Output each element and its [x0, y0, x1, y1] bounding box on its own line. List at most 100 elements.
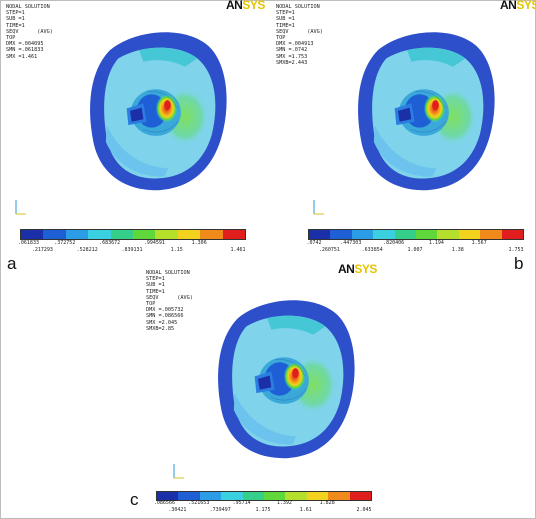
tick-label: .30421 — [168, 507, 187, 513]
colorbar — [20, 229, 246, 240]
fea-model — [357, 31, 495, 191]
info-line: STEP=1 — [146, 276, 165, 283]
ansys-logo: ANSYS — [226, 0, 265, 12]
info-line: SMX =1.461 — [6, 53, 38, 60]
colorbar-swatch — [437, 230, 459, 239]
info-line: TIME=1 — [276, 22, 295, 29]
tick-label: .372752 — [54, 240, 76, 246]
tick-label: .521653 — [188, 500, 210, 506]
info-line: TIME=1 — [6, 22, 25, 29]
info-line: NODAL SOLUTION — [6, 4, 50, 10]
colorbar — [156, 491, 372, 501]
info-line: SMX =1.753 — [276, 53, 308, 60]
colorbar-swatch — [21, 230, 44, 239]
colorbar-swatch — [309, 230, 331, 239]
colorbar-swatch — [351, 230, 374, 239]
info-line: SUB =1 — [276, 16, 295, 23]
colorbar-swatch — [373, 230, 395, 239]
info-line: SEQV (AVG) — [6, 28, 53, 35]
colorbar-swatch — [330, 230, 352, 239]
tick-label: 1.194 — [428, 240, 444, 246]
tick-label: .061833 — [17, 240, 39, 246]
info-line: SEQV (AVG) — [146, 294, 193, 301]
colorbar-swatch — [328, 492, 350, 500]
colorbar-swatch — [177, 230, 201, 239]
tick-label: .95714 — [232, 500, 251, 506]
panel-label: b — [514, 254, 524, 273]
tick-label: .994591 — [143, 240, 165, 246]
info-line: DMX =.004095 — [6, 41, 44, 48]
info-line: SMXB=2.85 — [146, 325, 175, 332]
colorbar-swatch — [264, 492, 286, 500]
colorbar-swatch — [349, 492, 372, 500]
fea-model — [217, 299, 355, 459]
tick-label: .839131 — [121, 247, 143, 253]
colorbar-swatch — [394, 230, 417, 239]
colorbar-swatch — [416, 230, 438, 239]
tick-label: .086566 — [153, 500, 175, 506]
tick-label: .0742 — [306, 240, 322, 246]
tick-label: 1.38 — [451, 247, 464, 253]
axis-triad — [168, 454, 208, 484]
colorbar-swatch — [285, 492, 307, 500]
colorbar-swatch — [88, 230, 111, 239]
tick-label: .683672 — [99, 240, 121, 246]
colorbar-ticks: .0742 .447303 .820406 1.194 1.567 .260751 .633… — [306, 240, 524, 256]
axis-triad — [10, 190, 50, 220]
tick-label: 2.045 — [356, 507, 372, 513]
tick-label: 1.61 — [299, 507, 312, 513]
ansys-logo: ANSYS — [338, 262, 377, 276]
colorbar-swatch — [110, 230, 134, 239]
axis-triad — [308, 190, 348, 220]
colorbar-swatch — [242, 492, 265, 500]
tick-label: 1.567 — [471, 240, 487, 246]
colorbar-swatch — [157, 492, 179, 500]
tick-label: 1.15 — [170, 247, 183, 253]
tick-label: .820406 — [383, 240, 405, 246]
colorbar-swatch — [43, 230, 66, 239]
colorbar-swatch — [480, 230, 502, 239]
solution-info: NODAL SOLUTION STEP=1 SUB =1 TIME=1 SEQV (AV… — [146, 270, 193, 332]
colorbar-swatch — [222, 230, 246, 239]
panel-b: NODAL SOLUTION STEP=1 SUB =1 TIME=1 SEQV (AV… — [268, 0, 536, 275]
solution-info: NODAL SOLUTION STEP=1 SUB =1 TIME=1 SEQV (AV… — [6, 4, 53, 60]
info-line: TOP — [146, 300, 156, 307]
tick-label: .447303 — [340, 240, 362, 246]
panel-label: c — [130, 490, 139, 509]
tick-label: 1.007 — [407, 247, 423, 253]
colorbar-swatch — [65, 230, 89, 239]
info-line: DMX =.005732 — [146, 307, 184, 314]
tick-label: 1.306 — [191, 240, 207, 246]
info-line: TOP — [6, 34, 16, 41]
info-line: SMX =2.045 — [146, 319, 178, 326]
info-line: STEP=1 — [276, 10, 295, 17]
info-line: TIME=1 — [146, 288, 165, 295]
ansys-logo: ANSYS — [500, 0, 536, 12]
info-line: NODAL SOLUTION — [146, 270, 190, 276]
tick-label: 1.461 — [230, 247, 246, 253]
info-line: SUB =1 — [6, 16, 25, 23]
colorbar-ticks: .086566 .521653 .95714 1.392 1.828 .30421 .739… — [153, 500, 372, 516]
colorbar-swatch — [200, 230, 223, 239]
colorbar-swatch — [155, 230, 178, 239]
colorbar-swatch — [199, 492, 222, 500]
tick-label: .528212 — [76, 247, 98, 253]
colorbar-swatch — [501, 230, 524, 239]
info-line: SEQV (AVG) — [276, 28, 323, 35]
colorbar-swatch — [133, 230, 156, 239]
info-line: SUB =1 — [146, 282, 165, 289]
tick-label: 1.392 — [276, 500, 292, 506]
tick-label: .260751 — [318, 247, 340, 253]
tick-label: .739497 — [209, 507, 231, 513]
colorbar-ticks: .061833 .372752 .683672 .994591 1.306 .217293… — [17, 240, 246, 256]
info-line: SMN =.086566 — [146, 313, 184, 320]
tick-label: 1.828 — [319, 500, 335, 506]
tick-label: 1.753 — [508, 247, 524, 253]
colorbar — [308, 229, 524, 240]
tick-label: 1.175 — [255, 507, 271, 513]
colorbar-swatch — [178, 492, 200, 500]
colorbar-swatch — [306, 492, 329, 500]
info-line: SMN =.0742 — [276, 47, 308, 54]
info-line: SMN =.061833 — [6, 47, 44, 54]
info-line: TOP — [276, 34, 286, 41]
